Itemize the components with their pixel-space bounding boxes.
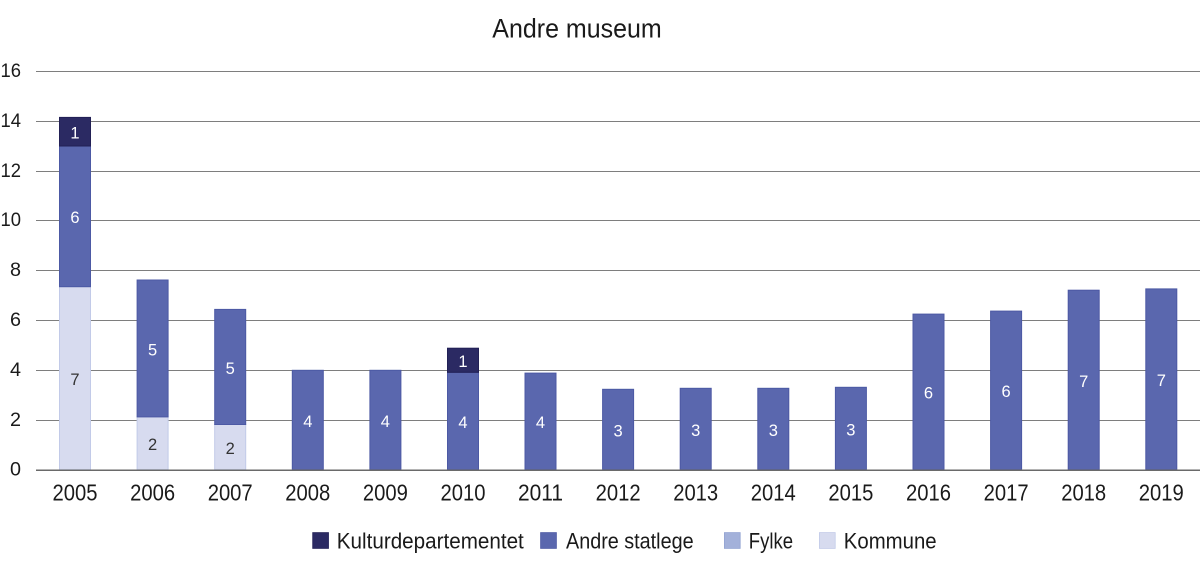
svg-text:Kommune: Kommune	[844, 529, 937, 554]
svg-text:2011: 2011	[518, 479, 563, 505]
svg-text:2010: 2010	[441, 479, 486, 505]
svg-text:6: 6	[10, 310, 21, 331]
svg-text:3: 3	[614, 422, 623, 440]
svg-text:2: 2	[148, 436, 157, 454]
svg-text:1: 1	[70, 125, 79, 143]
svg-text:2006: 2006	[130, 479, 175, 505]
svg-text:2009: 2009	[363, 479, 408, 505]
svg-text:6: 6	[924, 385, 933, 403]
svg-text:1: 1	[458, 353, 467, 371]
svg-text:Andre museum: Andre museum	[492, 14, 661, 44]
svg-text:14: 14	[1, 111, 22, 132]
svg-text:4: 4	[303, 413, 312, 431]
svg-text:6: 6	[70, 209, 79, 227]
svg-text:2014: 2014	[751, 479, 796, 505]
svg-text:2: 2	[10, 410, 21, 431]
svg-text:2012: 2012	[596, 479, 641, 505]
svg-text:2: 2	[226, 440, 235, 458]
svg-text:2019: 2019	[1139, 479, 1184, 505]
svg-text:8: 8	[10, 260, 21, 281]
svg-text:Kulturdepartementet: Kulturdepartementet	[337, 529, 525, 554]
svg-text:2017: 2017	[984, 479, 1029, 505]
svg-text:7: 7	[1079, 373, 1088, 391]
svg-text:2015: 2015	[828, 479, 873, 505]
svg-text:3: 3	[846, 421, 855, 439]
svg-text:2008: 2008	[285, 479, 330, 505]
svg-text:12: 12	[1, 161, 22, 182]
svg-text:5: 5	[148, 341, 157, 359]
svg-text:0: 0	[10, 460, 21, 481]
svg-text:7: 7	[70, 371, 79, 389]
svg-text:2013: 2013	[673, 479, 718, 505]
svg-text:4: 4	[458, 414, 467, 432]
svg-text:Fylke: Fylke	[749, 529, 793, 554]
svg-text:4: 4	[381, 413, 390, 431]
svg-text:Andre statlege: Andre statlege	[566, 529, 694, 554]
svg-text:2018: 2018	[1061, 479, 1106, 505]
svg-text:4: 4	[536, 414, 545, 432]
svg-text:3: 3	[769, 422, 778, 440]
svg-text:2007: 2007	[208, 479, 253, 505]
svg-text:4: 4	[10, 360, 21, 381]
svg-text:2005: 2005	[53, 479, 98, 505]
svg-text:5: 5	[226, 360, 235, 378]
svg-text:2016: 2016	[906, 479, 951, 505]
svg-text:6: 6	[1002, 383, 1011, 401]
svg-text:10: 10	[1, 210, 22, 231]
svg-text:7: 7	[1157, 372, 1166, 390]
svg-text:3: 3	[691, 422, 700, 440]
svg-text:16: 16	[1, 61, 22, 82]
